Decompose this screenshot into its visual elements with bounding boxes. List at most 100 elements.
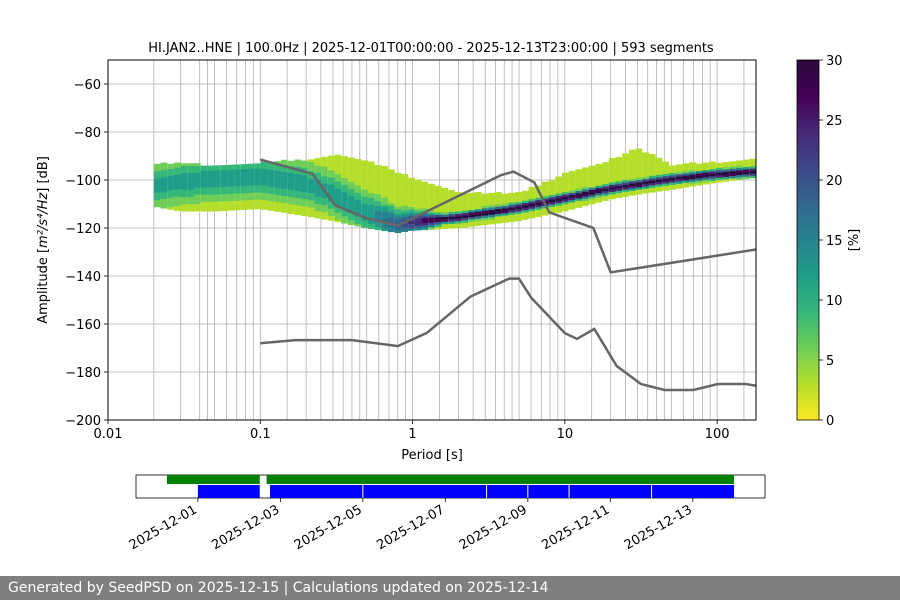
heatmap-cell [341, 211, 348, 214]
heatmap-cell [528, 215, 536, 219]
heatmap-cell [588, 201, 596, 205]
heatmap-cell [394, 187, 402, 190]
heatmap-cell [381, 223, 389, 227]
heatmap-cell [173, 198, 181, 202]
heatmap-cell [341, 196, 348, 200]
heatmap-cell [461, 208, 469, 211]
heatmap-cell [401, 226, 409, 230]
heatmap-cell [501, 203, 509, 206]
heatmap-cell [481, 193, 489, 197]
heatmap-cell [200, 196, 208, 200]
heatmap-cell [200, 170, 208, 174]
heatmap-cell [314, 206, 322, 209]
heatmap-cell [240, 180, 248, 184]
heatmap-cell [388, 171, 395, 175]
heatmap-cell [642, 166, 649, 170]
heatmap-cell [555, 207, 562, 211]
heatmap-cell [200, 172, 208, 176]
heatmap-cell [207, 187, 215, 190]
heatmap-cell [361, 165, 368, 168]
heatmap-cell [642, 190, 649, 194]
heatmap-cell [575, 188, 583, 192]
heatmap-cell [508, 207, 516, 210]
heatmap-cell [401, 188, 409, 192]
heatmap-cell [173, 164, 181, 168]
heatmap-cell [361, 184, 368, 188]
heatmap-cell [347, 164, 355, 168]
heatmap-cell [354, 209, 362, 213]
heatmap-cell [474, 199, 482, 202]
heatmap-cell [381, 218, 389, 222]
heatmap-cell [535, 185, 542, 189]
heatmap-cell [347, 222, 355, 225]
heatmap-cell [240, 166, 248, 170]
heatmap-cell [428, 222, 435, 225]
heatmap-cell [367, 183, 375, 186]
heatmap-cell [374, 181, 382, 185]
heatmap-cell [495, 216, 502, 219]
heatmap-cell [414, 186, 422, 190]
heatmap-cell [153, 185, 161, 189]
heatmap-cell [635, 189, 643, 193]
heatmap-cell [260, 207, 268, 210]
heatmap-cell [334, 183, 342, 187]
heatmap-cell [307, 190, 315, 194]
heatmap-cell [254, 204, 261, 207]
heatmap-cell [468, 197, 475, 201]
heatmap-cell [682, 170, 690, 174]
heatmap-cell [715, 165, 723, 169]
heatmap-cell [321, 183, 328, 186]
heatmap-cell [689, 176, 696, 180]
heatmap-cell [515, 208, 522, 212]
heatmap-cell [180, 208, 188, 212]
heatmap-cell [347, 181, 355, 185]
heatmap-cell [274, 161, 281, 164]
heatmap-cell [240, 168, 248, 172]
heatmap-cell [321, 197, 328, 201]
colorbar-label: [%] [847, 229, 862, 252]
heatmap-cell [548, 206, 556, 210]
heatmap-cell [327, 189, 335, 192]
heatmap-cell [193, 165, 201, 169]
heatmap-cell [501, 198, 509, 202]
heatmap-cell [508, 209, 516, 213]
availability-top-segment [266, 475, 735, 484]
heatmap-cell [153, 180, 161, 184]
heatmap-cell [347, 183, 355, 187]
heatmap-cell [394, 201, 402, 205]
heatmap-cell [374, 198, 382, 202]
heatmap-cell [648, 180, 656, 183]
heatmap-cell [421, 188, 429, 192]
heatmap-cell [622, 191, 629, 195]
heatmap-cell [695, 168, 703, 172]
heatmap-cell [294, 212, 302, 215]
heatmap-cell [274, 204, 281, 208]
heatmap-cell [367, 209, 375, 213]
heatmap-cell [287, 189, 295, 193]
heatmap-cell [234, 164, 241, 168]
heatmap-cell [187, 199, 194, 202]
heatmap-cell [548, 201, 556, 205]
heatmap-cell [414, 215, 422, 219]
heatmap-cell [508, 197, 516, 201]
heatmap-cell [347, 205, 355, 209]
heatmap-cell [568, 190, 576, 193]
heatmap-cell [401, 193, 409, 196]
heatmap-cell [287, 192, 295, 195]
heatmap-cell [321, 164, 328, 167]
heatmap-cell [715, 177, 723, 181]
heatmap-cell [408, 192, 415, 195]
heatmap-cell [642, 169, 649, 172]
heatmap-cell [662, 183, 670, 186]
heatmap-cell [294, 171, 302, 175]
heatmap-cell [528, 186, 536, 190]
heatmap-cell [294, 183, 302, 187]
heatmap-cell [575, 171, 583, 175]
heatmap-cell [434, 197, 442, 201]
heatmap-cell [575, 178, 583, 182]
heatmap-cell [354, 161, 362, 165]
heatmap-cell [535, 197, 542, 201]
heatmap-cell [227, 198, 235, 202]
heatmap-cell [347, 191, 355, 194]
heatmap-cell [555, 190, 562, 194]
